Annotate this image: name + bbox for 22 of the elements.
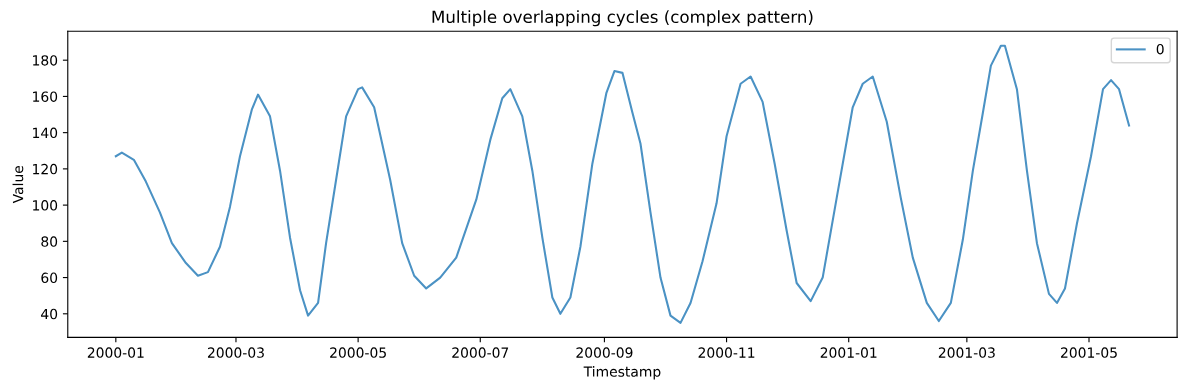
y-tick-label: 180 bbox=[33, 55, 58, 66]
y-tick-label: 100 bbox=[33, 200, 58, 211]
x-tick-label: 2001-05 bbox=[1061, 347, 1117, 358]
x-tick-label: 2000-09 bbox=[576, 347, 633, 358]
y-tick-label: 80 bbox=[41, 236, 58, 247]
y-tick-label: 160 bbox=[33, 91, 58, 102]
x-tick-label: 2000-05 bbox=[330, 347, 386, 358]
x-tick-label: 2000-11 bbox=[698, 347, 755, 358]
y-tick-label: 120 bbox=[33, 163, 58, 175]
y-axis-title: Value bbox=[12, 165, 24, 204]
x-tick-label: 2001-01 bbox=[820, 347, 877, 358]
x-tick-label: 2000-07 bbox=[452, 347, 509, 358]
x-tick-label: 2000-03 bbox=[207, 347, 264, 358]
y-tick-label: 140 bbox=[33, 127, 58, 139]
x-axis-title: Timestamp bbox=[583, 366, 661, 380]
line-series bbox=[114, 44, 1131, 324]
x-tick-label: 2000-01 bbox=[87, 347, 144, 358]
legend-label: 0 bbox=[1156, 43, 1164, 55]
chart-title: Multiple overlapping cycles (complex pattern) bbox=[432, 10, 813, 27]
y-tick-label: 40 bbox=[41, 308, 58, 320]
y-tick-label: 60 bbox=[41, 272, 58, 284]
x-tick-label: 2001-03 bbox=[938, 347, 995, 358]
